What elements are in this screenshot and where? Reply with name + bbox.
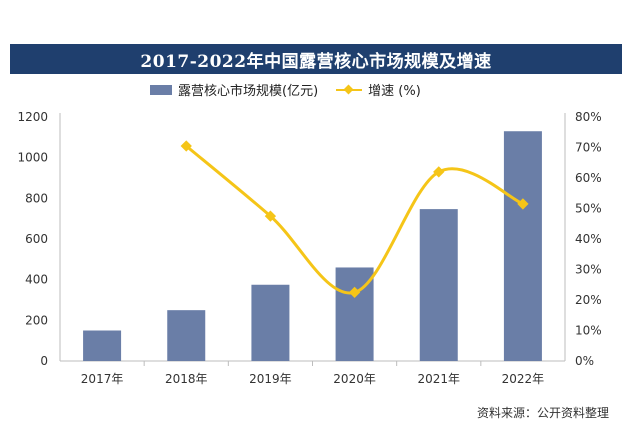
- legend-line-swatch: [336, 85, 363, 95]
- source-note: 资料来源：公开资料整理: [476, 406, 609, 420]
- legend-item-line: 增速 (%): [336, 80, 421, 99]
- legend-bar-swatch: [150, 84, 172, 95]
- chart-legend: 露营核心市场规模(亿元) 增速 (%): [150, 80, 421, 99]
- y-right-tick-label: 30%: [575, 263, 602, 277]
- x-tick-label: 2020年: [333, 372, 376, 386]
- chart-title: 2017-2022年中国露营核心市场规模及增速: [10, 44, 622, 74]
- x-tick-label: 2018年: [165, 372, 208, 386]
- y-left-tick-label: 1000: [17, 151, 48, 165]
- bar: [251, 284, 290, 361]
- y-left-tick-label: 0: [40, 354, 48, 368]
- x-tick-label: 2017年: [81, 372, 124, 386]
- y-left-tick-label: 400: [25, 273, 48, 287]
- growth-point: [264, 210, 277, 222]
- y-right-tick-label: 80%: [575, 110, 602, 124]
- growth-point: [180, 140, 192, 152]
- x-tick-label: 2022年: [502, 372, 545, 386]
- y-right-tick-label: 0%: [575, 354, 594, 368]
- y-right-tick-label: 70%: [575, 141, 602, 155]
- legend-item-bar: 露营核心市场规模(亿元): [150, 80, 318, 99]
- y-left-tick-label: 800: [25, 191, 48, 205]
- legend-bar-label: 露营核心市场规模(亿元): [178, 84, 319, 99]
- y-right-tick-label: 60%: [575, 171, 602, 185]
- y-left-tick-label: 600: [25, 232, 48, 246]
- bar: [419, 209, 458, 361]
- bar: [167, 310, 206, 361]
- growth-point: [348, 286, 361, 299]
- x-tick-label: 2019年: [249, 372, 292, 386]
- y-right-tick-label: 20%: [575, 293, 602, 307]
- legend-line-label: 增速 (%): [368, 84, 421, 99]
- y-left-tick-label: 200: [25, 313, 48, 327]
- bar: [83, 330, 122, 361]
- y-right-tick-label: 50%: [575, 202, 602, 216]
- y-left-tick-label: 1200: [17, 110, 48, 124]
- y-right-tick-label: 40%: [575, 232, 602, 246]
- x-tick-label: 2021年: [417, 372, 460, 386]
- growth-point: [433, 166, 445, 178]
- growth-point: [517, 198, 529, 210]
- y-right-tick-label: 10%: [575, 324, 602, 338]
- bar: [503, 131, 542, 361]
